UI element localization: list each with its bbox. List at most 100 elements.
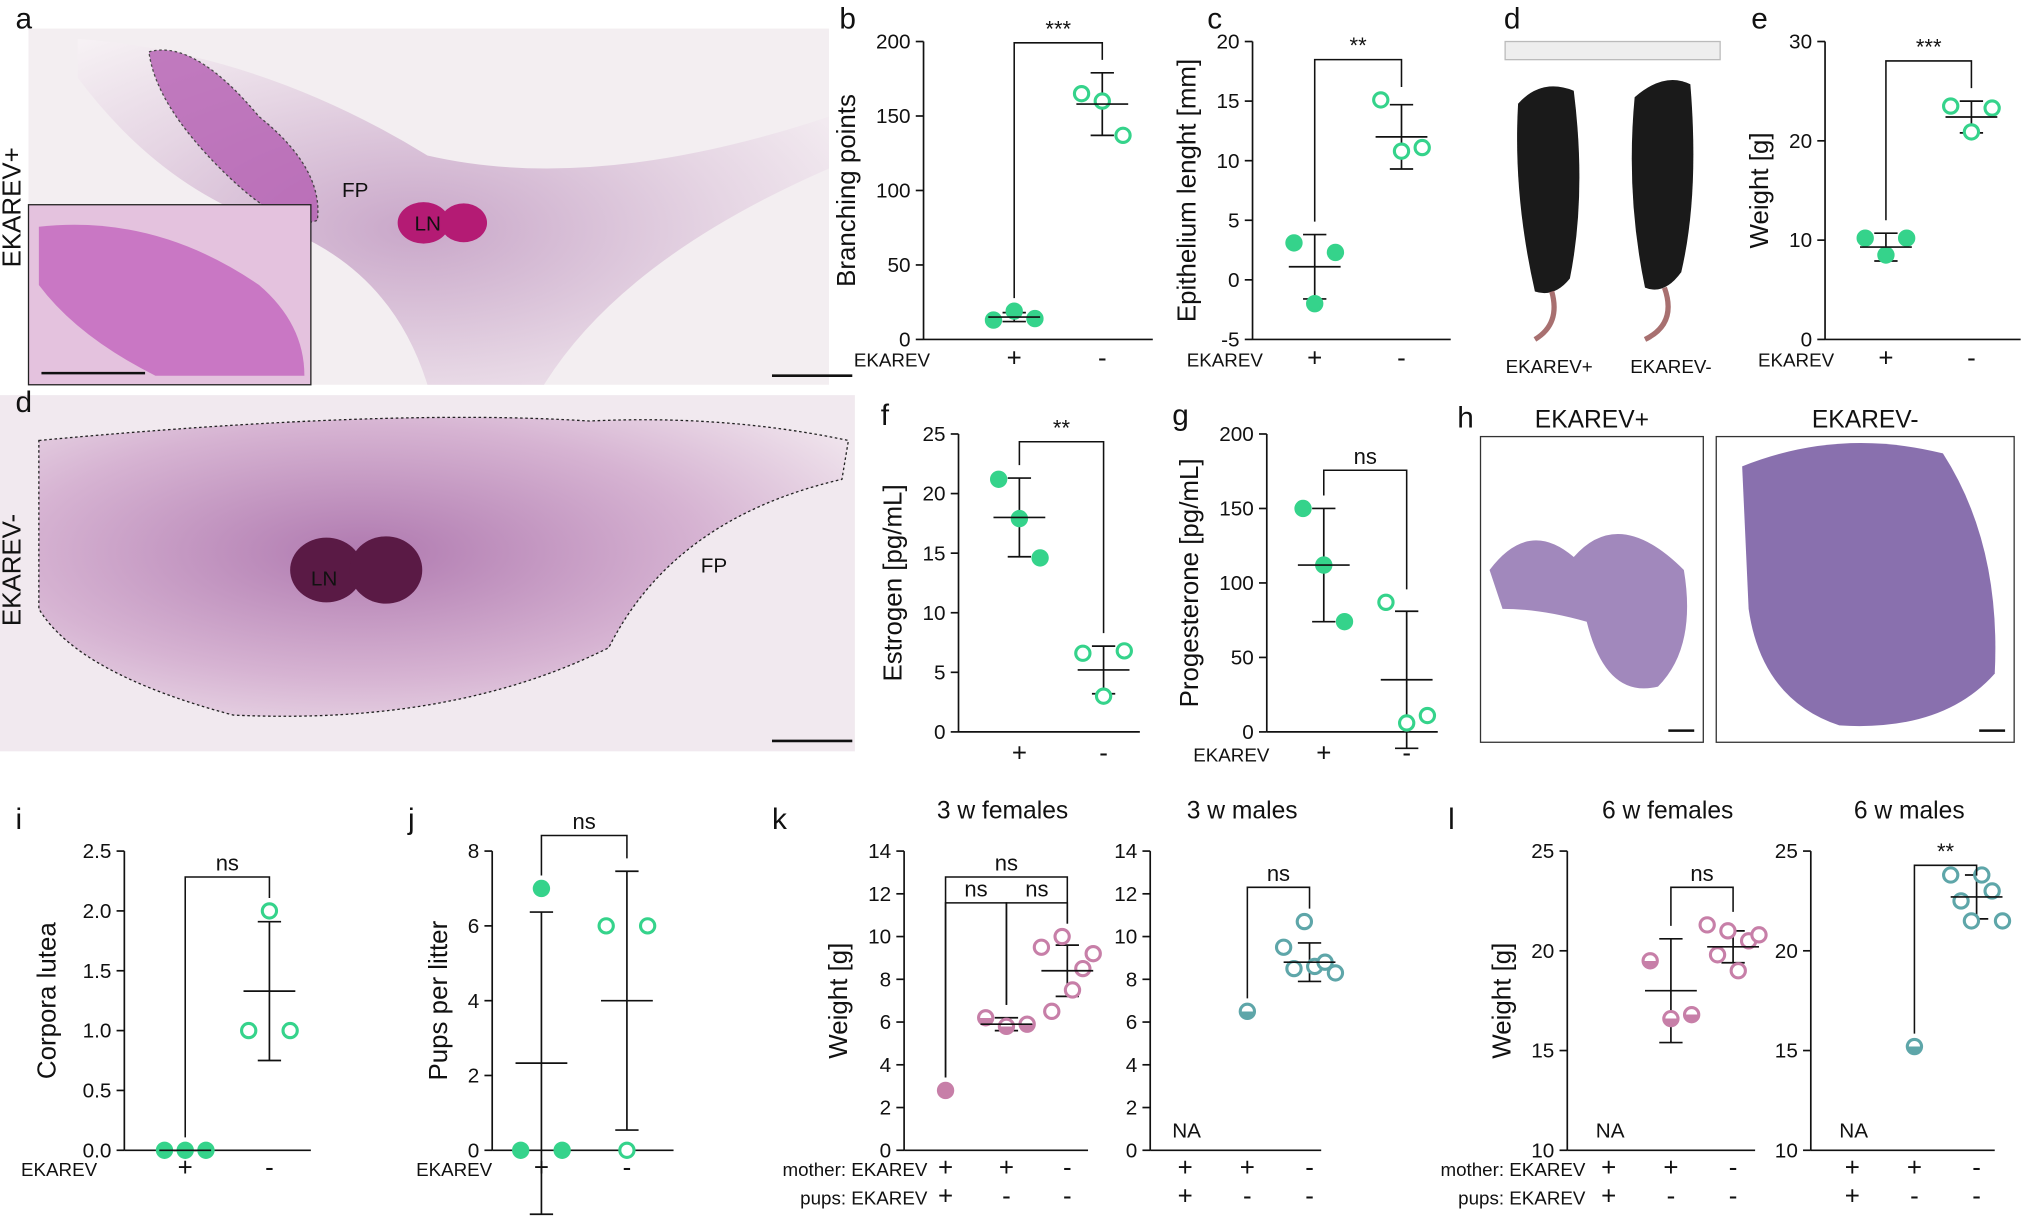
- data-point: [1413, 138, 1431, 157]
- row-value: -: [1063, 1183, 1072, 1211]
- y-tick-label: 200: [876, 31, 911, 54]
- row-value: -: [1910, 1183, 1919, 1211]
- photo-d: LN FP d EKAREV-: [0, 386, 855, 752]
- data-point: [1719, 922, 1737, 940]
- y-tick-label: 50: [888, 254, 911, 277]
- data-point: [1084, 944, 1102, 963]
- row-value: -: [1098, 345, 1107, 373]
- row-label: EKAREV: [21, 1159, 98, 1180]
- note: NA: [1596, 1119, 1625, 1142]
- row-value: -: [1972, 1154, 1981, 1182]
- significance-label: **: [1053, 415, 1071, 440]
- data-point: [1294, 499, 1312, 518]
- y-tick-label: 4: [880, 1054, 892, 1077]
- data-point: [1072, 84, 1091, 103]
- data-point: [1326, 964, 1345, 982]
- y-tick-label: 12: [1114, 883, 1137, 906]
- panel-letter: k: [772, 803, 787, 836]
- data-point: [1285, 959, 1303, 978]
- data-point: [1993, 912, 2012, 930]
- significance-label: **: [1350, 33, 1368, 58]
- y-tick-label: 20: [1775, 940, 1798, 963]
- tail: [1533, 290, 1557, 342]
- data-point: [597, 917, 615, 935]
- data-point: [1962, 123, 1981, 141]
- panel-letter: g: [1172, 399, 1189, 432]
- data-point: [1093, 92, 1111, 110]
- row-label: EKAREV: [1193, 745, 1270, 766]
- data-point: [1662, 1009, 1680, 1028]
- significance-bracket: [540, 834, 628, 876]
- data-point: [977, 1009, 995, 1027]
- row-value: -: [1243, 1183, 1252, 1211]
- row-value: +: [938, 1154, 953, 1182]
- data-point: [512, 1141, 530, 1159]
- y-axis-label: Corpora lutea: [34, 922, 62, 1079]
- chart-title: 6 w males: [1854, 798, 1965, 825]
- y-tick-label: 20: [1531, 940, 1554, 963]
- y-tick-label: 25: [923, 423, 946, 446]
- data-point: [1372, 91, 1390, 109]
- significance-label: **: [1937, 839, 1955, 864]
- y-tick-label: 0: [1801, 329, 1813, 352]
- photo-h: h EKAREV+ EKAREV-: [1457, 402, 2015, 743]
- significance-label: ns: [216, 850, 239, 875]
- tail: [1643, 286, 1671, 342]
- data-point: [1877, 246, 1895, 264]
- data-point: [1031, 549, 1049, 567]
- y-tick-label: 12: [868, 883, 891, 906]
- photo-label: FP: [701, 555, 727, 578]
- y-tick-label: 150: [1219, 498, 1254, 521]
- data-point: [1905, 1037, 1924, 1056]
- y-axis-label: Progesterone [pg/mL]: [1176, 458, 1204, 707]
- photo-label: EKAREV+: [1535, 407, 1649, 434]
- y-tick-label: 5: [934, 661, 946, 684]
- y-tick-label: 14: [868, 840, 891, 863]
- row-label: pups: EKAREV: [800, 1188, 928, 1209]
- data-point: [1942, 866, 1960, 884]
- y-tick-label: 2: [880, 1097, 892, 1120]
- data-point: [1682, 1005, 1701, 1024]
- mouse: [1631, 79, 1694, 290]
- y-tick-label: 25: [1775, 840, 1798, 863]
- y-tick-label: 200: [1219, 423, 1254, 446]
- y-tick-label: 50: [1231, 647, 1254, 670]
- row-value: +: [1178, 1183, 1193, 1211]
- significance-bracket: [1322, 469, 1408, 590]
- y-tick-label: 6: [880, 1011, 892, 1034]
- data-point: [1962, 912, 1981, 930]
- lymph-node: [349, 536, 423, 604]
- row-value: +: [1012, 740, 1027, 768]
- row-value: -: [1402, 740, 1411, 768]
- photo-label: EKAREV-: [1812, 407, 1919, 434]
- y-tick-label: 10: [868, 926, 891, 949]
- data-point: [1729, 962, 1747, 980]
- photo-mice: d EKAREV+ EKAREV-: [1504, 3, 1721, 377]
- y-tick-label: 2: [468, 1065, 480, 1088]
- y-tick-label: 20: [1217, 31, 1240, 54]
- lymph-node: [397, 202, 450, 244]
- data-point: [989, 470, 1008, 488]
- row-label: EKAREV: [416, 1159, 493, 1180]
- row-label: EKAREV: [1187, 350, 1264, 371]
- mouse: [1517, 86, 1580, 294]
- row-value: -: [623, 1154, 632, 1182]
- y-tick-label: 4: [468, 990, 480, 1013]
- significance-bracket: [1246, 886, 1311, 999]
- y-tick-label: 0: [934, 721, 946, 744]
- row-value: +: [534, 1154, 549, 1182]
- row-value: +: [999, 1154, 1014, 1182]
- y-tick-label: -5: [1221, 329, 1239, 352]
- significance-bracket: [184, 876, 271, 1138]
- row-value: -: [1063, 1154, 1072, 1182]
- data-point: [1698, 916, 1716, 934]
- significance-label: ***: [1916, 34, 1942, 59]
- photo-label: FP: [342, 179, 368, 202]
- chart-title: 3 w females: [937, 798, 1068, 825]
- data-point: [1274, 938, 1293, 956]
- data-point: [1397, 714, 1416, 732]
- inset-tissue: [38, 224, 305, 376]
- data-point: [984, 311, 1003, 329]
- panel-letter: a: [16, 3, 33, 36]
